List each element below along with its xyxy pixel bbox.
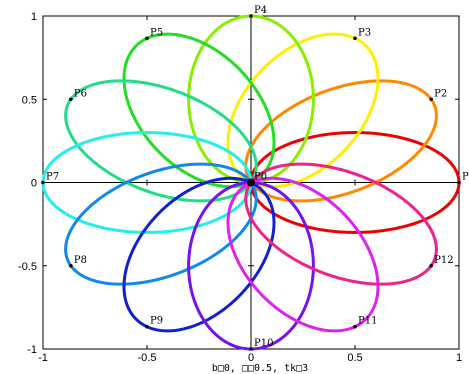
point-marker <box>249 347 253 351</box>
y-tick-label: -0.5 <box>18 261 37 273</box>
point-label: P9 <box>150 316 163 327</box>
y-tick-label: -1 <box>27 344 37 356</box>
axes: -1 -0.5 0 0.5 1 -1 -0.5 0 0.5 1 <box>18 11 462 364</box>
point-label: P10 <box>254 338 273 349</box>
point-label: P6 <box>74 88 87 99</box>
x-tick-label: -0.5 <box>138 352 157 364</box>
x-tick-label: 0.5 <box>347 352 362 364</box>
point-label: P2 <box>434 88 447 99</box>
point-marker <box>69 263 73 268</box>
point-marker <box>69 97 73 102</box>
point-label: P7 <box>46 172 59 183</box>
y-tick-label: 0.5 <box>22 94 37 106</box>
bottom-caption: b□0, □□0.5, tk□3 <box>212 363 308 374</box>
point-marker <box>429 97 433 102</box>
point-markers: P0 P1 P2 P3 P4 P5 P6 P7 P8 P9 P10 P11 P12 <box>41 5 469 351</box>
point-marker <box>249 14 253 18</box>
point-marker <box>429 263 433 268</box>
point-label: P8 <box>74 255 87 266</box>
point-marker <box>247 178 255 187</box>
x-tick-label: 1 <box>456 352 462 364</box>
x-tick-label: -1 <box>38 352 48 364</box>
point-label: P5 <box>150 27 163 38</box>
point-marker <box>145 36 149 41</box>
point-marker <box>353 324 357 329</box>
point-label: P11 <box>358 316 377 327</box>
y-tick-label: 1 <box>31 11 37 23</box>
x-tick-label: 0 <box>248 352 254 364</box>
point-label: P0 <box>254 172 267 183</box>
point-label: P4 <box>254 5 267 16</box>
point-label: P12 <box>434 255 453 266</box>
point-marker <box>353 36 357 41</box>
point-label: P1 <box>462 172 469 183</box>
point-label: P3 <box>358 27 371 38</box>
point-marker <box>457 180 461 185</box>
point-marker <box>145 324 149 329</box>
y-tick-label: 0 <box>31 178 37 190</box>
point-marker <box>41 180 45 185</box>
